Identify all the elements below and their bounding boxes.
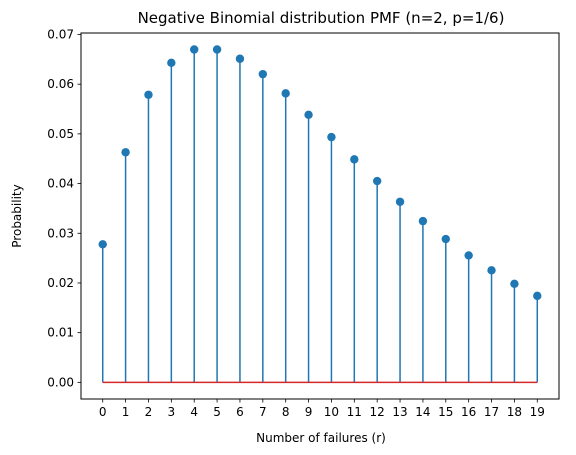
y-tick-label: 0.00: [47, 375, 74, 389]
data-point: [258, 69, 268, 79]
x-tick-label: 18: [507, 405, 522, 419]
x-tick-label: 13: [392, 405, 407, 419]
data-point: [395, 197, 405, 206]
y-tick-label: 0.07: [47, 27, 74, 41]
data-markers: [98, 45, 542, 301]
x-tick-label: 12: [370, 405, 385, 419]
data-point: [167, 58, 176, 68]
plot-frame: [80, 32, 560, 400]
y-axis-label: Probability: [10, 184, 24, 247]
x-tick-label: 3: [168, 405, 176, 419]
data-point: [350, 155, 359, 164]
data-point: [372, 176, 382, 186]
data-point: [510, 279, 519, 289]
y-tick-label: 0.03: [47, 226, 74, 240]
data-point: [144, 90, 153, 99]
y-tick-label: 0.06: [47, 77, 74, 91]
chart-title: Negative Binomial distribution PMF (n=2,…: [138, 9, 505, 27]
x-tick-label: 6: [236, 405, 244, 419]
data-point: [441, 234, 450, 244]
x-axis-label: Number of failures (r): [256, 431, 386, 445]
x-tick-label: 16: [461, 405, 476, 419]
data-point: [533, 291, 542, 301]
x-tick-label: 10: [324, 405, 339, 419]
x-tick-label: 0: [99, 405, 107, 419]
data-point: [487, 266, 496, 275]
data-point: [212, 45, 222, 54]
x-axis: 0 1 2 3 4 5 6 7 8 9 10 11 12 13 14 15 16 17 18 19: [99, 399, 545, 419]
data-point: [304, 110, 313, 119]
x-tick-label: 17: [484, 405, 499, 419]
x-tick-label: 7: [259, 405, 267, 419]
x-tick-label: 5: [213, 405, 221, 419]
y-axis: 0.00 0.01 0.02 0.03 0.04 0.05 0.06 0.07: [47, 27, 81, 389]
x-tick-label: 2: [145, 405, 153, 419]
y-tick-label: 0.01: [47, 326, 74, 340]
x-tick-label: 9: [305, 405, 313, 419]
y-tick-label: 0.04: [47, 177, 74, 191]
y-tick-label: 0.05: [47, 127, 74, 141]
data-point: [190, 45, 199, 54]
x-tick-label: 8: [282, 405, 290, 419]
data-point: [418, 216, 428, 226]
data-point: [281, 89, 290, 98]
x-tick-label: 1: [122, 405, 130, 419]
x-tick-label: 15: [438, 405, 453, 419]
data-point: [121, 148, 130, 157]
data-point: [327, 132, 336, 142]
data-point: [235, 54, 245, 63]
data-point: [98, 240, 107, 249]
x-tick-label: 4: [190, 405, 198, 419]
x-tick-label: 14: [415, 405, 430, 419]
stem-lines: [101, 49, 539, 383]
y-tick-label: 0.02: [47, 276, 74, 290]
x-tick-label: 19: [530, 405, 545, 419]
data-point: [464, 251, 473, 260]
x-tick-label: 11: [347, 405, 362, 419]
